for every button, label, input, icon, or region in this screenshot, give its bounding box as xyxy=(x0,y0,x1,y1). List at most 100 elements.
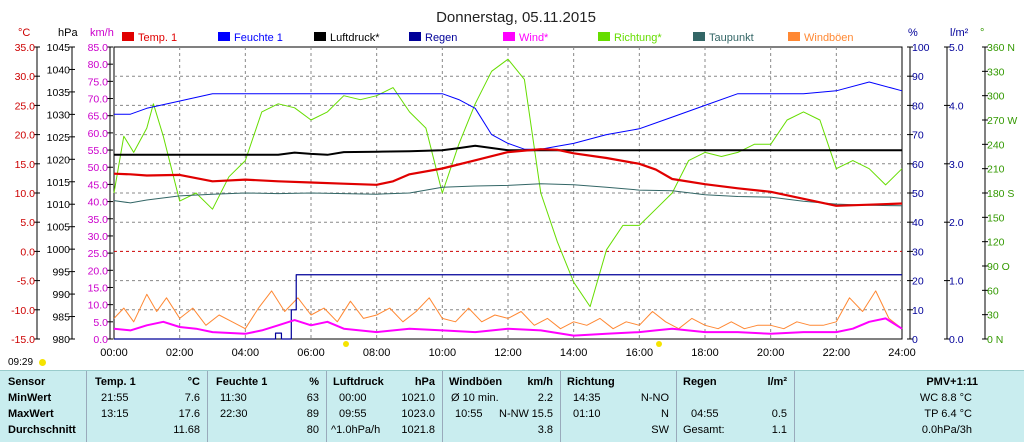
druck-avg-value: 1021.8 xyxy=(401,424,435,436)
y-tick-label: 70.0 xyxy=(88,94,109,106)
richtung-min-time: 14:35 xyxy=(573,392,601,404)
y-tick-label: -5.0 xyxy=(17,276,35,288)
stats-col-pmv: PMV+1:11 WC 8.8 °C TP 6.4 °C 0.0hPa/3h xyxy=(794,371,1024,442)
legend-swatch xyxy=(409,32,421,41)
y-tick-label: 80.0 xyxy=(88,59,109,71)
x-tick-label: 08:00 xyxy=(363,347,391,359)
stats-col-sensor: Sensor MinWert MaxWert Durchschnitt xyxy=(0,371,86,442)
y-tick-label: 1010 xyxy=(47,199,71,211)
y-tick-label: 30.0 xyxy=(15,71,36,83)
x-tick-label: 12:00 xyxy=(494,347,522,359)
y-tick-label: 240 xyxy=(987,139,1005,151)
y-tick-label: 20.0 xyxy=(15,130,36,142)
boeen-avg10-value: 2.2 xyxy=(537,392,553,404)
feuchte-max-value: 89 xyxy=(306,408,319,420)
series-line-windb-en xyxy=(113,290,903,330)
legend-swatch xyxy=(598,32,610,41)
legend-swatch xyxy=(693,32,705,41)
druck-header: Luftdruck xyxy=(333,376,384,388)
weather-chart: Donnerstag, 05.11.2015 Temp. 1 Feuchte 1 L… xyxy=(11,9,1017,359)
druck-unit: hPa xyxy=(414,376,435,388)
y-tick-label: 35.0 xyxy=(88,214,109,226)
regen-unit: l/m² xyxy=(767,376,787,388)
temp-min-time: 21:55 xyxy=(101,392,129,404)
legend-label: Luftdruck* xyxy=(330,32,380,44)
y-tick-label: 35.0 xyxy=(15,42,36,54)
y-tick-label: 5.0 xyxy=(20,217,35,229)
x-tick-label: 24:00 xyxy=(888,347,916,359)
legend-label: Taupunkt xyxy=(709,32,754,44)
y-tick-label: 60 xyxy=(987,285,999,297)
x-tick-label: 04:00 xyxy=(232,347,260,359)
y-tick-label: 980 xyxy=(52,334,70,346)
y-tick-label: 995 xyxy=(52,267,70,279)
stats-panel: Sensor MinWert MaxWert Durchschnitt Temp… xyxy=(0,370,1024,442)
temp-max-time: 13:15 xyxy=(101,408,129,420)
druck-trend: ^1.0hPa/h xyxy=(331,424,381,436)
series-layer xyxy=(113,58,903,340)
y-tick-label: 50.0 xyxy=(88,162,109,174)
y-tick-label: 40 xyxy=(912,217,924,229)
richtung-header: Richtung xyxy=(567,376,615,388)
y-tick-label: 15.0 xyxy=(15,159,36,171)
y-tick-label: 15.0 xyxy=(88,282,109,294)
legend-label: Windböen xyxy=(804,32,854,44)
y-tick-label: 20.0 xyxy=(88,265,109,277)
row-label-avg: Durchschnitt xyxy=(8,424,76,436)
y-tick-label: 0.0 xyxy=(949,334,964,346)
feuchte-header: Feuchte 1 xyxy=(216,376,268,388)
x-tick-label: 02:00 xyxy=(166,347,194,359)
y-tick-label: 0 N xyxy=(987,334,1003,346)
pmv-wc: WC 8.8 °C xyxy=(919,392,972,404)
temp-header: Temp. 1 xyxy=(95,376,136,388)
druck-min-value: 1021.0 xyxy=(401,392,435,404)
feuchte-unit: % xyxy=(309,376,319,388)
y-tick-label: 150 xyxy=(987,212,1005,224)
stats-col-richtung: Richtung 14:35 N-NO 01:10 N SW xyxy=(560,371,677,442)
y-tick-label: 80 xyxy=(912,100,924,112)
series-line-taupunkt xyxy=(113,183,903,207)
richtung-max-value: N xyxy=(661,408,669,420)
stats-col-boeen: Windböen km/h Ø 10 min. 2.2 10:55 N-NW 1… xyxy=(442,371,561,442)
y-tick-label: 1.0 xyxy=(949,276,964,288)
y-tick-label: 1025 xyxy=(47,132,71,144)
sunrise-marker xyxy=(343,341,349,347)
y-tick-label: 65.0 xyxy=(88,111,109,123)
y-tick-label: -15.0 xyxy=(11,334,35,346)
feuchte-avg-value: 80 xyxy=(306,424,319,436)
x-tick-label: 22:00 xyxy=(823,347,851,359)
y-tick-label: 90 O xyxy=(987,261,1010,273)
y-tick-label: 1030 xyxy=(47,109,71,121)
stats-col-druck: Luftdruck hPa 00:00 1021.0 09:55 1023.0 … xyxy=(326,371,443,442)
x-tick-label: 16:00 xyxy=(626,347,654,359)
boeen-max-direction: N-NW xyxy=(499,408,529,420)
axis-unit-label: hPa xyxy=(58,27,78,39)
y-tick-label: 20 xyxy=(912,276,924,288)
regen-total-label: Gesamt: xyxy=(683,424,725,436)
y-tick-label: 5.0 xyxy=(949,42,964,54)
boeen-max-time: 10:55 xyxy=(455,408,483,420)
y-tick-label: 1035 xyxy=(47,87,71,99)
regen-total-value: 1.1 xyxy=(771,424,787,436)
y-tick-label: 3.0 xyxy=(949,159,964,171)
legend-label: Regen xyxy=(425,32,457,44)
axis-unit-label: °C xyxy=(18,27,30,39)
y-tick-label: 100 xyxy=(912,42,930,54)
temp-unit: °C xyxy=(187,376,200,388)
x-tick-label: 10:00 xyxy=(429,347,457,359)
boeen-unit: km/h xyxy=(527,376,553,388)
legend-label: Richtung* xyxy=(614,32,662,44)
sunset-marker xyxy=(656,341,662,347)
y-tick-label: 55.0 xyxy=(88,145,109,157)
stats-col-feuchte: Feuchte 1 % 11:30 63 22:30 89 80 xyxy=(207,371,327,442)
y-tick-label: 85.0 xyxy=(88,42,109,54)
legend-label: Temp. 1 xyxy=(138,32,177,44)
regen-max-time: 04:55 xyxy=(691,408,719,420)
stats-col-temp: Temp. 1 °C 21:55 7.6 13:15 17.6 11.68 xyxy=(86,371,208,442)
y-tick-label: 985 xyxy=(52,312,70,324)
boeen-max-value: 15.5 xyxy=(531,408,553,420)
series-line-richtung xyxy=(113,58,903,308)
temp-max-value: 17.6 xyxy=(178,408,200,420)
y-tick-label: 180 S xyxy=(987,188,1014,200)
y-tick-label: 120 xyxy=(987,237,1005,249)
